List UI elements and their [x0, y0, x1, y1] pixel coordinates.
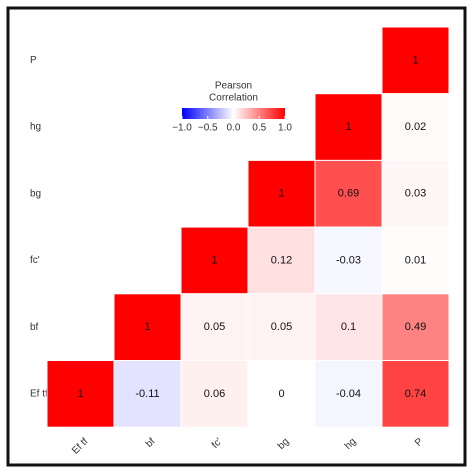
- heatmap-cell: [247, 159, 316, 228]
- heatmap-cell: [314, 293, 383, 361]
- colorbar-tick-label: 1.0: [278, 123, 292, 134]
- heatmap-cell: [314, 159, 383, 228]
- heatmap-cell: [314, 226, 383, 295]
- cell-label: 1: [412, 54, 418, 66]
- colorbar-tick-label: 0.5: [252, 123, 266, 134]
- cell-label: 0.12: [271, 254, 292, 266]
- cell-label: 0.49: [405, 321, 426, 333]
- y-tick-label: P: [30, 55, 37, 66]
- heatmap-cell: [381, 293, 450, 361]
- cell-label: 0.69: [338, 188, 359, 200]
- heatmap-cell: [381, 159, 450, 228]
- cell-label: 0.02: [405, 121, 426, 133]
- colorbar-tick-label: −0.5: [198, 123, 218, 134]
- heatmap-cell: [180, 226, 249, 295]
- heatmap-cell: [247, 226, 316, 295]
- cell-label: 0.05: [271, 321, 292, 333]
- cell-label: 0.05: [204, 321, 225, 333]
- cell-label: -0.03: [336, 254, 361, 266]
- y-tick-label: Ef tf: [30, 388, 48, 399]
- cell-label: 1: [345, 121, 351, 133]
- cell-label: 0: [278, 388, 284, 400]
- colorbar-tick-label: −1.0: [172, 123, 192, 134]
- cell-label: -0.11: [135, 388, 159, 400]
- heatmap-cell: [381, 26, 450, 95]
- cell-label: 0.74: [405, 388, 426, 400]
- cell-label: 1: [211, 254, 217, 266]
- colorbar-tick-label: 0.0: [227, 123, 241, 134]
- cell-label: 0.03: [405, 188, 426, 200]
- heatmap-cell: [247, 360, 316, 428]
- cell-label: 0.1: [341, 321, 356, 333]
- heatmap-cell: [381, 93, 450, 161]
- heatmap-cell: [46, 360, 115, 428]
- colorbar-title: Pearson: [215, 81, 252, 92]
- cell-label: 1: [144, 321, 150, 333]
- heatmap-cell: [381, 360, 450, 428]
- heatmap-cell: [247, 293, 316, 361]
- cell-label: 0.06: [204, 388, 225, 400]
- y-tick-label: bf: [30, 322, 39, 333]
- cell-label: -0.04: [336, 388, 361, 400]
- y-tick-label: fc': [30, 255, 40, 266]
- heatmap-cell: [381, 226, 450, 295]
- y-tick-label: hg: [30, 122, 41, 133]
- colorbar-title: Correlation: [209, 93, 258, 104]
- cell-label: 1: [77, 388, 83, 400]
- heatmap-cell: [180, 360, 249, 428]
- heatmap-cell: [113, 293, 182, 361]
- heatmap-cell: [113, 360, 182, 428]
- heatmap-cell: [314, 360, 383, 428]
- colorbar: [182, 108, 285, 119]
- y-tick-label: bg: [30, 188, 41, 199]
- cell-label: 0.01: [405, 254, 426, 266]
- cell-label: 1: [278, 188, 284, 200]
- heatmap-cell: [180, 293, 249, 361]
